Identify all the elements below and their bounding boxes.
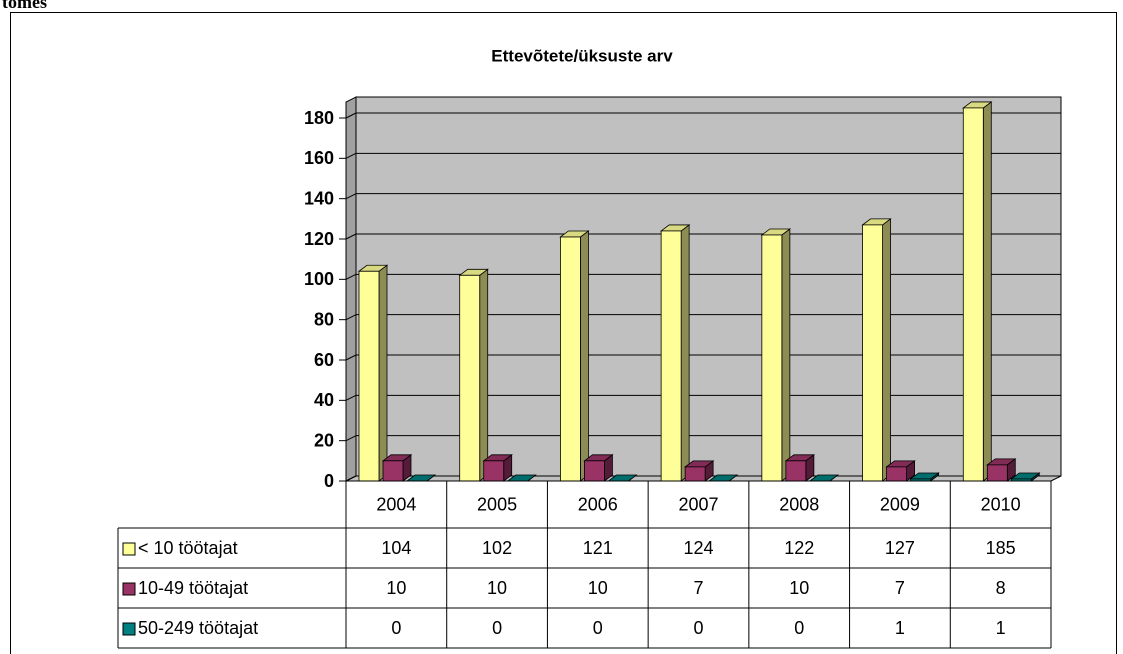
bar (459, 274, 481, 482)
table-value: 121 (583, 538, 613, 558)
bar (761, 234, 783, 482)
bar (358, 270, 380, 482)
y-tick-label: 0 (324, 471, 334, 491)
table-value: 102 (482, 538, 512, 558)
table-value: 122 (784, 538, 814, 558)
chart-title: Ettevõtete/üksuste arv (491, 46, 673, 65)
bar-side (580, 230, 589, 482)
grid-line (345, 314, 357, 321)
legend-key (122, 542, 136, 556)
legend-key (122, 622, 136, 636)
x-tick-label: 2006 (578, 494, 618, 514)
table-value: 0 (693, 618, 703, 638)
grid-line (345, 354, 357, 361)
bar (862, 224, 883, 482)
bar-side (479, 268, 489, 482)
y-tick-label: 140 (304, 188, 334, 208)
legend-key (122, 582, 136, 596)
y-tick-label: 180 (304, 108, 334, 128)
bar (962, 107, 984, 482)
grid-line (345, 475, 357, 482)
table-value: 127 (885, 538, 915, 558)
table-value: 104 (381, 538, 411, 558)
bar (660, 230, 682, 482)
grid-line (345, 273, 357, 280)
y-tick-label: 60 (314, 350, 334, 370)
table-value: 10 (386, 578, 406, 598)
x-tick-label: 2009 (880, 494, 920, 514)
bar (483, 460, 505, 482)
table-value: 10 (789, 578, 809, 598)
grid-line (345, 233, 357, 240)
bar-side (781, 228, 791, 482)
grid-line (345, 112, 357, 119)
x-tick-label: 2007 (678, 494, 718, 514)
legend-label: 10-49 töötajat (138, 578, 248, 598)
table-value: 1 (996, 618, 1006, 638)
x-tick-label: 2005 (477, 494, 517, 514)
table-value: 185 (986, 538, 1016, 558)
table-value: 7 (895, 578, 905, 598)
bar (382, 460, 404, 482)
bar-side (882, 218, 891, 482)
table-value: 0 (593, 618, 603, 638)
bar (684, 466, 706, 482)
table-value: 10 (588, 578, 608, 598)
bar (560, 236, 581, 482)
bar (785, 460, 807, 482)
y-tick-label: 80 (314, 309, 334, 329)
bar-side (378, 264, 388, 482)
bar (986, 464, 1008, 482)
legend-label: 50-249 töötajat (138, 618, 258, 638)
bar-side (982, 101, 992, 482)
table-value: 8 (996, 578, 1006, 598)
x-tick-label: 2008 (779, 494, 819, 514)
grid-line (345, 394, 357, 401)
legend-label: < 10 töötajat (138, 538, 238, 558)
grid-line (345, 152, 357, 159)
table-value: 124 (683, 538, 713, 558)
table-value: 0 (794, 618, 804, 638)
y-tick-label: 160 (304, 148, 334, 168)
y-tick-label: 40 (314, 390, 334, 410)
bar (584, 460, 605, 482)
y-tick-label: 20 (314, 430, 334, 450)
grid-line (345, 193, 357, 200)
table-value: 7 (693, 578, 703, 598)
table-value: 0 (391, 618, 401, 638)
page-text: tomes (2, 0, 47, 12)
bar-side (680, 224, 690, 482)
y-tick-label: 120 (304, 229, 334, 249)
x-tick-label: 2010 (981, 494, 1021, 514)
bar (886, 466, 907, 482)
x-tick-label: 2004 (376, 494, 416, 514)
grid-line (345, 435, 357, 442)
table-value: 1 (895, 618, 905, 638)
table-value: 0 (492, 618, 502, 638)
y-tick-label: 100 (304, 269, 334, 289)
table-value: 10 (487, 578, 507, 598)
